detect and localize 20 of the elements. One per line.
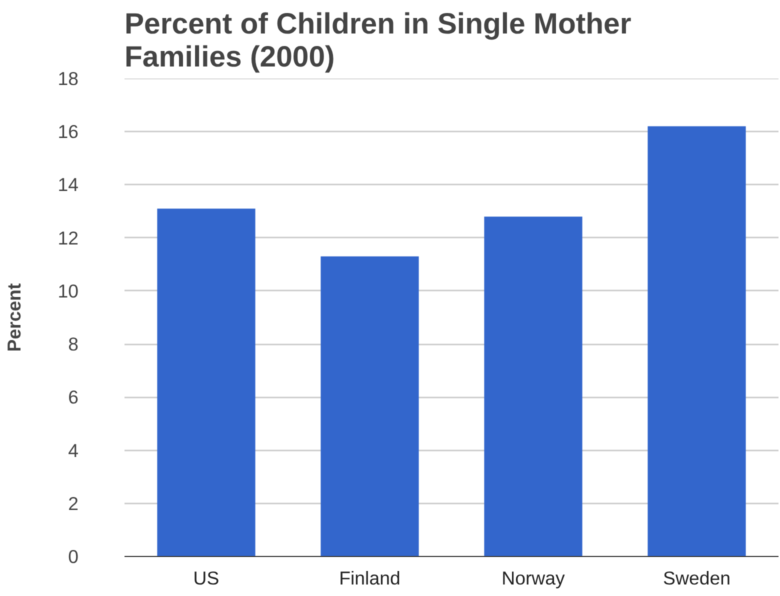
y-tick-label: 12 (58, 227, 79, 248)
y-tick-label: 18 (58, 68, 79, 89)
y-tick-label: 16 (58, 121, 79, 142)
bar (484, 216, 582, 556)
x-tick-label: US (193, 568, 220, 588)
y-tick-label: 4 (68, 440, 79, 461)
bar (648, 126, 746, 556)
y-tick-label: 0 (68, 546, 79, 567)
x-tick-label: Sweden (663, 568, 730, 588)
chart-title: Percent of Children in Single Mother Families (2000) (124, 8, 632, 74)
y-tick-label: 10 (58, 280, 79, 302)
y-tick-label: 14 (58, 174, 79, 196)
y-axis-title: Percent (4, 283, 25, 352)
x-tick-label: Norway (502, 568, 566, 588)
y-tick-label: 8 (68, 334, 79, 355)
bar (157, 208, 256, 556)
x-tick-label: Finland (339, 568, 400, 588)
y-tick-label: 2 (68, 492, 79, 514)
y-tick-label: 6 (68, 386, 79, 408)
bar (320, 256, 419, 556)
